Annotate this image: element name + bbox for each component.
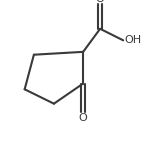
Text: OH: OH bbox=[124, 35, 141, 45]
Text: O: O bbox=[79, 113, 87, 123]
Text: O: O bbox=[96, 0, 104, 4]
